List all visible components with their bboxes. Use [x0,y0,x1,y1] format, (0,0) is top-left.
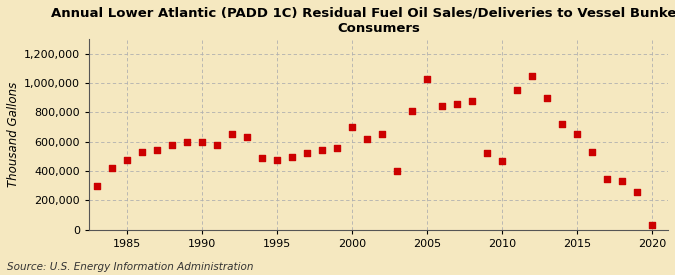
Point [347,125,358,129]
Point [497,159,508,163]
Point [377,132,387,136]
Point [136,150,147,154]
Point [331,146,342,150]
Point [107,166,117,170]
Point [227,132,238,136]
Point [317,148,327,153]
Point [211,142,222,147]
Point [182,140,192,145]
Point [542,95,553,100]
Point [302,151,313,156]
Point [422,77,433,81]
Point [632,190,643,194]
Text: Source: U.S. Energy Information Administration: Source: U.S. Energy Information Administ… [7,262,253,272]
Point [167,143,178,148]
Point [647,223,658,228]
Point [587,150,598,154]
Point [256,156,267,160]
Point [557,122,568,126]
Point [452,102,462,106]
Point [512,88,522,92]
Point [91,184,102,189]
Point [392,169,402,173]
Point [196,139,207,144]
Point [467,98,478,103]
Point [437,103,448,108]
Title: Annual Lower Atlantic (PADD 1C) Residual Fuel Oil Sales/Deliveries to Vessel Bun: Annual Lower Atlantic (PADD 1C) Residual… [51,7,675,35]
Point [482,151,493,156]
Point [407,109,418,113]
Point [527,74,538,79]
Point [242,135,252,139]
Y-axis label: Thousand Gallons: Thousand Gallons [7,82,20,187]
Point [572,132,583,136]
Point [271,158,282,162]
Point [617,178,628,183]
Point [602,177,613,181]
Point [287,155,298,159]
Point [122,158,132,162]
Point [362,137,373,141]
Point [151,148,162,153]
